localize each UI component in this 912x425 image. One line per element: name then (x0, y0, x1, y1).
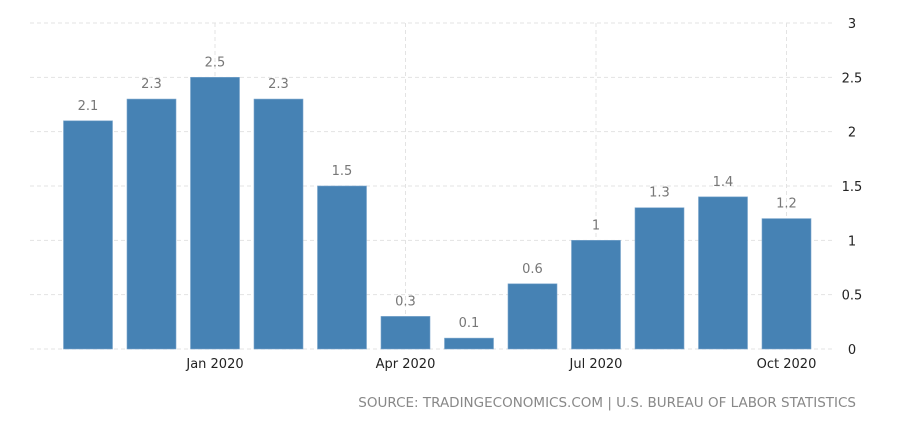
bars (63, 77, 812, 350)
data-label: 2.3 (268, 77, 289, 92)
data-label: 0.3 (395, 294, 416, 309)
data-label: 1.2 (776, 197, 797, 212)
bar-oct-2020[interactable] (761, 218, 812, 350)
data-label: 1.3 (649, 186, 670, 201)
bar-nov-2019[interactable] (63, 120, 113, 350)
data-label: 1.5 (332, 164, 353, 179)
y-tick-label: 2 (848, 126, 856, 141)
data-labels: 2.1 2.3 2.5 2.3 1.5 0.3 0.1 0.6 1 1.3 1.4 1.2 (78, 55, 797, 331)
bar-mar-2020[interactable] (317, 185, 367, 350)
y-tick-label: 3 (848, 17, 856, 32)
y-tick-label: 0 (848, 343, 856, 358)
x-tick-label: Jan 2020 (185, 357, 243, 372)
y-tick-label: 1 (848, 234, 856, 249)
source-note: SOURCE: TRADINGECONOMICS.COM | U.S. BURE… (358, 395, 856, 411)
bar-apr-2020[interactable] (380, 316, 431, 350)
data-label: 0.6 (522, 262, 543, 277)
data-label: 2.1 (78, 99, 99, 114)
data-label: 2.5 (205, 55, 226, 70)
data-label: 1 (592, 218, 600, 233)
y-axis: 0 0.5 1 1.5 2 2.5 3 (842, 17, 863, 358)
bar-dec-2019[interactable] (126, 98, 177, 350)
y-tick-label: 1.5 (842, 180, 863, 195)
bar-feb-2020[interactable] (253, 98, 304, 350)
x-tick-label: Apr 2020 (376, 357, 436, 372)
bar-jan-2020[interactable] (190, 77, 240, 350)
y-tick-label: 0.5 (842, 289, 863, 304)
x-tick-label: Jul 2020 (569, 357, 623, 372)
data-label: 1.4 (713, 175, 734, 190)
data-label: 0.1 (459, 316, 480, 331)
y-tick-label: 2.5 (842, 71, 863, 86)
bar-jun-2020[interactable] (507, 283, 558, 350)
x-tick-label: Oct 2020 (757, 357, 817, 372)
bar-jul-2020[interactable] (571, 240, 621, 350)
bar-may-2020[interactable] (444, 337, 494, 350)
data-label: 2.3 (141, 77, 162, 92)
bar-sep-2020[interactable] (698, 196, 748, 350)
bar-aug-2020[interactable] (634, 207, 685, 350)
x-axis: Jan 2020 Apr 2020 Jul 2020 Oct 2020 (185, 357, 816, 372)
